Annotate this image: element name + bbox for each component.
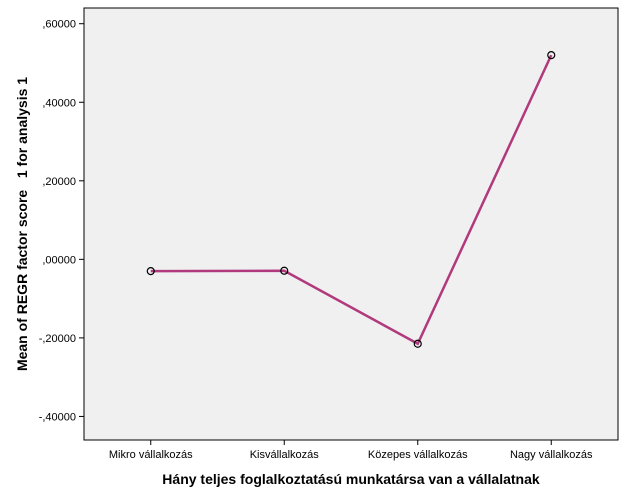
x-tick-label: Kisvállalkozás [250,449,320,461]
data-point [547,51,556,60]
plot-area [83,7,619,441]
y-tick-label: -,20000 [39,333,76,345]
x-axis: Mikro vállalkozás Kisvállalkozás Közepes v… [109,440,593,461]
series-line [150,54,553,346]
x-tick-label: Nagy vállalkozás [510,449,593,461]
data-point [280,266,289,275]
data-points [146,51,556,348]
y-axis-title: Mean of REGR factor score 1 for analysis… [14,77,30,371]
x-axis-title: Hány teljes foglalkoztatású munkatársa v… [162,471,540,487]
x-tick-label: Mikro vállalkozás [109,449,193,461]
y-tick-label: ,20000 [42,176,76,188]
y-axis: -,40000 -,20000 ,00000 ,20000 ,40000 ,60000 [39,19,84,423]
y-tick-label: ,60000 [42,19,76,31]
y-tick-label: -,40000 [39,411,76,423]
data-point [146,267,155,276]
y-tick-label: ,00000 [42,254,76,266]
x-tick-label: Közepes vállalkozás [368,449,468,461]
y-tick-label: ,40000 [42,97,76,109]
data-point [413,339,422,348]
